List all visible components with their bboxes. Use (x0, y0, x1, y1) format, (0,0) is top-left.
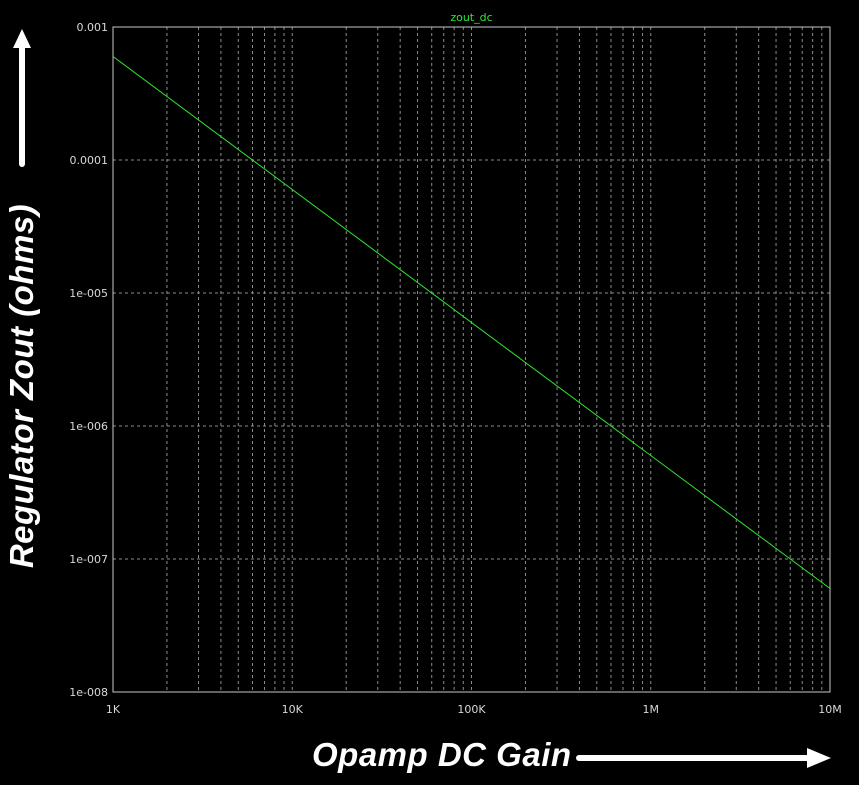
x-tick-label: 1K (106, 703, 121, 716)
y-axis-label: Regulator Zout (ohms) (3, 203, 40, 569)
y-tick-labels: 0.001 0.0001 1e-005 1e-006 1e-007 1e-008 (69, 21, 108, 699)
series-name-label: zout_dc (450, 11, 492, 24)
series-lines (112, 56, 831, 589)
y-tick-label: 1e-005 (69, 287, 108, 300)
up-arrow-icon (13, 29, 31, 167)
y-tick-label: 1e-006 (69, 420, 108, 433)
y-tick-label: 0.001 (77, 21, 109, 34)
right-arrow-icon (576, 748, 831, 768)
y-tick-label: 0.0001 (70, 154, 109, 167)
plot-frame (112, 26, 831, 693)
x-tick-label: 10K (282, 703, 304, 716)
x-axis-label: Opamp DC Gain (312, 736, 572, 773)
y-tick-label: 1e-008 (69, 686, 108, 699)
x-tick-label: 100K (457, 703, 486, 716)
grid-lines (113, 27, 830, 692)
x-tick-label: 1M (643, 703, 660, 716)
x-tick-label: 10M (818, 703, 842, 716)
series-line (112, 56, 831, 589)
y-tick-label: 1e-007 (69, 553, 108, 566)
x-tick-labels: 1K 10K 100K 1M 10M (106, 703, 842, 716)
